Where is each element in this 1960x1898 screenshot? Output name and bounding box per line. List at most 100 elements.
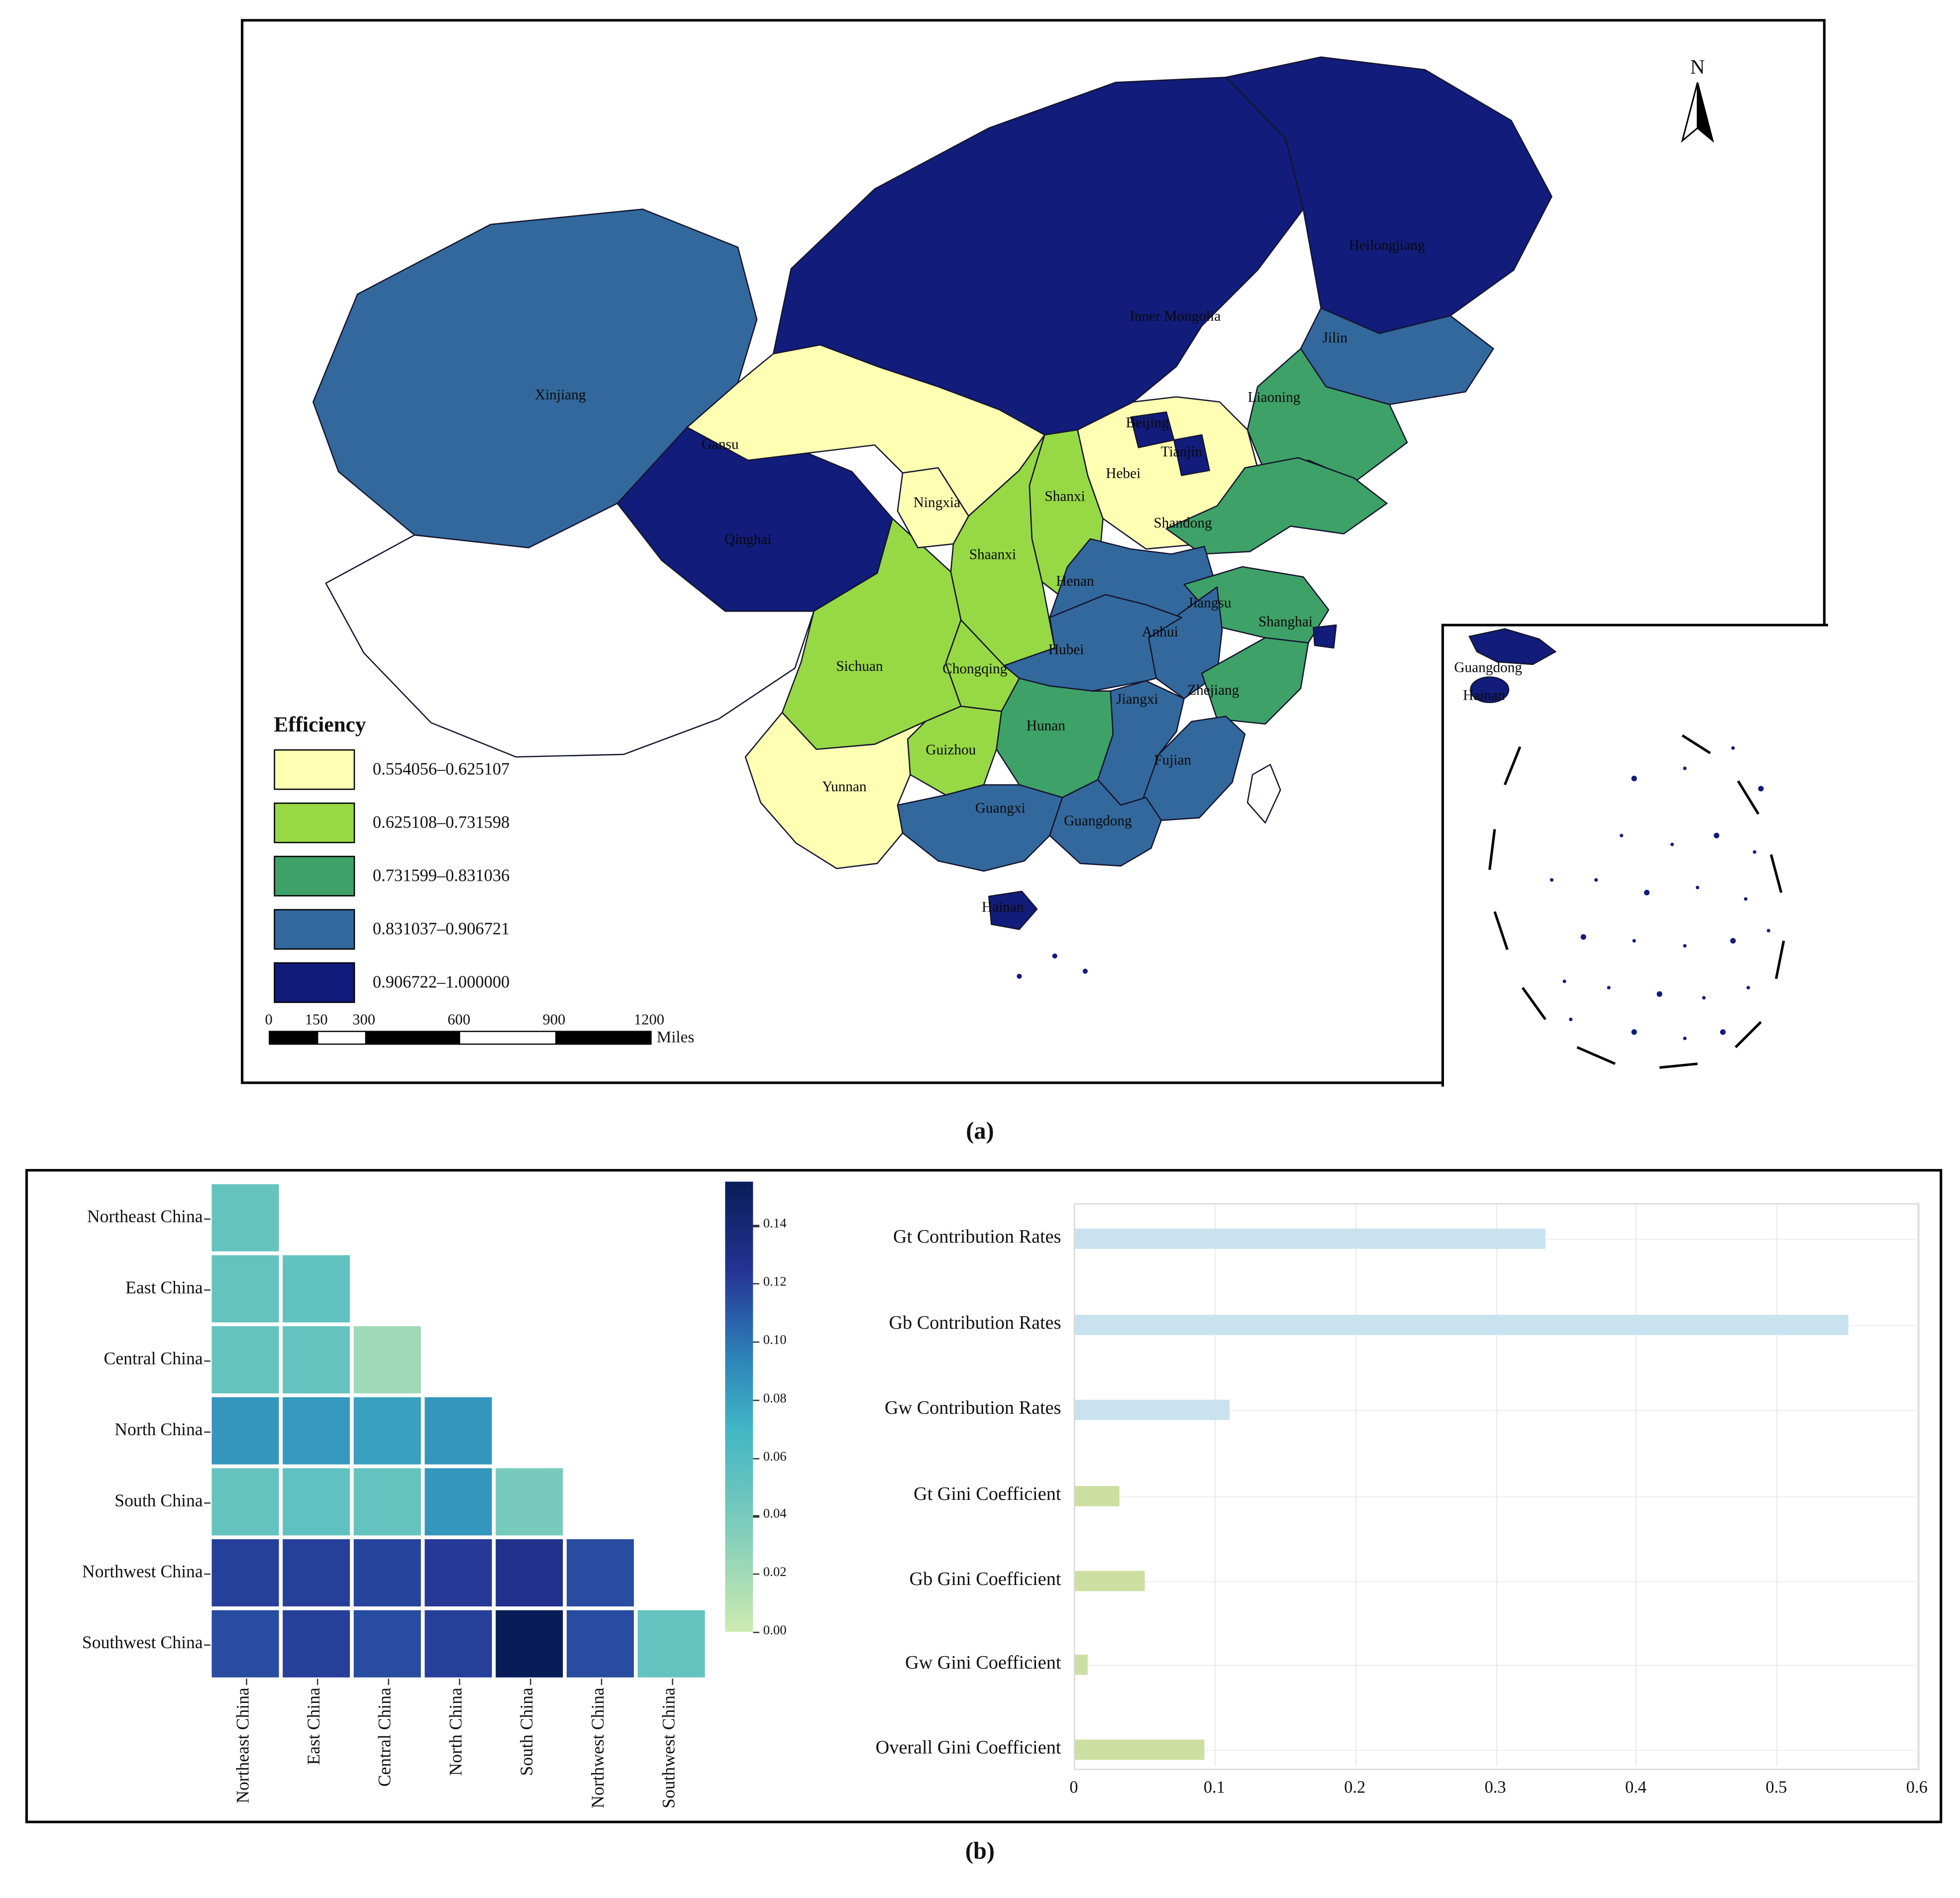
inset-island-dot [1753, 850, 1756, 854]
province-label: Hebei [1106, 466, 1140, 482]
scale-number: 1200 [633, 1010, 665, 1029]
bar-xtick-label: 0.5 [1765, 1778, 1787, 1797]
inset-label: Guangdong [1454, 659, 1522, 675]
province-label: Henan [1056, 573, 1094, 589]
bar-xtick-label: 0.4 [1625, 1778, 1647, 1797]
colorbar-tick-label: 0.04 [763, 1508, 787, 1522]
inset-island-dot [1744, 897, 1748, 901]
province-label: Hainan [982, 899, 1024, 915]
inset-island-dot [1683, 1037, 1687, 1041]
bar-contribution [1075, 1315, 1848, 1335]
province-label: Chongqing [942, 661, 1008, 677]
legend-item: 0.625108–0.731598 [274, 802, 510, 844]
bar-category-label: Gb Gini Coefficient [909, 1570, 1061, 1590]
bar-xtick-label: 0.1 [1203, 1778, 1225, 1797]
province-shanghai [1313, 624, 1337, 649]
province-shaanxi [950, 434, 1056, 666]
colorbar-tick-label: 0.12 [763, 1275, 787, 1290]
colorbar-tick-label: 0.14 [763, 1217, 787, 1232]
province-label: Shandong [1154, 515, 1212, 531]
scale-unit: Miles [656, 1027, 695, 1046]
inset-island-dot [1766, 929, 1770, 933]
colorbar-tick [753, 1341, 760, 1343]
province-label: Fujian [1154, 752, 1191, 768]
inset-dash-line [1493, 911, 1509, 950]
heatmap-col-label: Northeast China [234, 1687, 253, 1803]
inset-island-dot [1580, 934, 1586, 940]
heatmap-cell [424, 1610, 492, 1678]
heatmap-cell [566, 1610, 634, 1678]
bar-category-label: Gw Gini Coefficient [905, 1653, 1061, 1674]
inset-island-dot [1656, 991, 1662, 997]
panel-b-caption: (b) [965, 1838, 995, 1865]
province-ningxia [897, 467, 969, 548]
island-dot [1082, 968, 1088, 974]
inset-dash-line [1769, 854, 1783, 893]
inset-island-dot [1720, 1029, 1726, 1035]
heatmap-row-label: North China [114, 1420, 203, 1440]
north-arrow-icon [1681, 82, 1714, 143]
heatmap-col-label: East China [305, 1687, 324, 1765]
inset-dash-line [1503, 746, 1522, 786]
inset-island-dot [1702, 996, 1706, 1000]
legend-item: 0.831037–0.906721 [274, 909, 510, 950]
legend-item: 0.554056–0.625107 [274, 749, 510, 790]
inset-island-dot [1620, 834, 1624, 838]
inset-island-dot [1632, 939, 1636, 943]
bar-category-label: Gt Gini Coefficient [914, 1484, 1061, 1505]
scale-number: 0 [265, 1010, 273, 1029]
heatmap-row-tick [204, 1573, 210, 1575]
inset-dash-line [1735, 1021, 1762, 1049]
colorbar-tick-label: 0.08 [763, 1391, 787, 1406]
north-label: N [1690, 57, 1705, 79]
heatmap-row-label: Northeast China [87, 1207, 203, 1227]
bar-gini [1075, 1654, 1088, 1675]
charts-panel: Northeast China East China Central China No… [25, 1169, 1943, 1823]
heatmap-cell [496, 1610, 563, 1678]
inset-dash-line [1737, 780, 1759, 815]
scale-bar-segment [460, 1032, 555, 1044]
province-label: Yunnan [822, 779, 867, 795]
province-label: Beijing [1126, 415, 1169, 431]
province-tianjin [1173, 434, 1210, 476]
province-label: Shaanxi [969, 547, 1016, 563]
legend-range-label: 0.731599–0.831036 [373, 866, 510, 885]
colorbar-tick [753, 1574, 760, 1576]
inset-island-dot [1644, 890, 1650, 896]
bar-category-label: Gb Contribution Rates [889, 1313, 1061, 1334]
province-label: Guangxi [975, 800, 1026, 816]
legend-item: 0.906722–1.000000 [274, 962, 510, 1003]
bar-gini [1075, 1486, 1120, 1506]
inset-dash-line [1576, 1046, 1616, 1065]
bar-xtick-label: 0.2 [1344, 1778, 1366, 1797]
heatmap-cell [424, 1539, 492, 1607]
heatmap-row-tick [204, 1360, 210, 1362]
heatmap-row-label: Southwest China [82, 1633, 203, 1653]
inset-dash-line [1681, 734, 1711, 754]
heatmap-col-tick [671, 1679, 673, 1686]
heatmap-cell [283, 1468, 350, 1536]
legend-swatch [274, 749, 355, 790]
inset-island-dot [1631, 775, 1637, 781]
legend-swatch [274, 962, 355, 1003]
bar-category-label: Overall Gini Coefficient [875, 1738, 1061, 1759]
province-anhui [1148, 586, 1223, 700]
province-label: Shanxi [1044, 488, 1085, 504]
legend-swatch [274, 909, 355, 950]
heatmap-col-label: Northwest China [589, 1687, 608, 1808]
heatmap-col-tick [387, 1679, 390, 1686]
province-label: Jilin [1323, 330, 1348, 346]
heatmap-cell [283, 1539, 350, 1607]
scale-number: 900 [542, 1010, 566, 1029]
bar-contribution [1075, 1399, 1230, 1420]
heatmap-cell [496, 1468, 563, 1536]
bar-xtick-label: 0.3 [1484, 1778, 1506, 1797]
heatmap-col-tick [316, 1679, 318, 1686]
province-taiwan [1246, 764, 1281, 824]
scale-number: 600 [447, 1010, 471, 1029]
heatmap-col-label: South China [517, 1687, 537, 1776]
province-label: Anhui [1142, 624, 1178, 640]
heatmap-cell [353, 1397, 421, 1465]
inset-map: Guangdong Hainan [1454, 628, 1785, 1069]
